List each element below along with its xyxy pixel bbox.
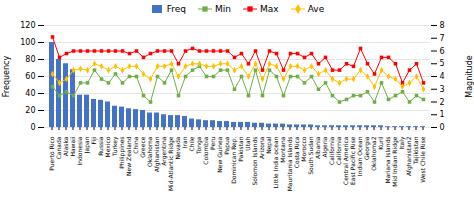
svg-text:0: 0 <box>30 123 35 132</box>
svg-text:Turkey: Turkey <box>110 136 118 156</box>
svg-text:East Pacific Rise: East Pacific Rise <box>349 136 356 185</box>
svg-text:Philippines: Philippines <box>117 136 125 169</box>
svg-text:20: 20 <box>25 106 35 115</box>
svg-text:Tonga: Tonga <box>194 136 202 155</box>
svg-text:4: 4 <box>440 72 445 81</box>
svg-text:60: 60 <box>25 72 35 81</box>
svg-text:Afghanistan2: Afghanistan2 <box>404 136 412 176</box>
svg-text:2: 2 <box>440 98 445 107</box>
svg-text:Japan: Japan <box>82 136 90 154</box>
svg-text:Mexico: Mexico <box>104 136 111 157</box>
svg-text:40: 40 <box>25 89 35 98</box>
svg-text:Papua: Papua <box>222 136 230 155</box>
svg-text:Puerto Rico: Puerto Rico <box>48 136 55 171</box>
svg-text:5: 5 <box>440 59 445 68</box>
svg-text:Mid Indian Ridge: Mid Indian Ridge <box>390 136 398 187</box>
svg-text:Indonesia: Indonesia <box>76 136 83 165</box>
svg-text:Tajikistan: Tajikistan <box>411 136 419 165</box>
svg-text:Chile: Chile <box>188 136 195 151</box>
svg-text:Mid-Atlantic Ridge: Mid-Atlantic Ridge <box>166 136 174 192</box>
svg-text:Nevada: Nevada <box>174 136 181 159</box>
svg-text:Nepal: Nepal <box>264 136 272 154</box>
svg-text:Iran: Iran <box>181 136 188 148</box>
svg-text:Kuril: Kuril <box>377 136 384 150</box>
svg-text:Montana: Montana <box>279 136 286 162</box>
svg-text:8: 8 <box>440 21 445 30</box>
svg-text:Oklahoma2: Oklahoma2 <box>370 136 377 171</box>
svg-text:Argentina: Argentina <box>159 136 167 166</box>
svg-text:China: China <box>132 136 139 153</box>
svg-text:Algeria: Algeria <box>320 136 328 158</box>
html-text:Ave: Ave <box>307 3 325 14</box>
svg-text:Russia: Russia <box>97 136 104 156</box>
svg-text:120: 120 <box>20 21 35 30</box>
svg-text:Costa Rica: Costa Rica <box>293 136 300 168</box>
svg-text:Hawaii: Hawaii <box>69 136 76 156</box>
html-text:Freq: Freq <box>166 3 187 14</box>
svg-text:Mauritania Islands: Mauritania Islands <box>286 137 293 192</box>
svg-text:Canada: Canada <box>55 136 62 159</box>
svg-text:Greece: Greece <box>139 136 146 158</box>
svg-text:West Chile Rise: West Chile Rise <box>419 136 426 183</box>
html-text:Min: Min <box>215 3 232 14</box>
svg-text:3: 3 <box>440 85 445 94</box>
svg-text:Pakistan: Pakistan <box>237 136 244 161</box>
svg-text:Magnitude: Magnitude <box>465 55 474 97</box>
svg-text:80: 80 <box>25 55 35 64</box>
svg-text:Peru: Peru <box>209 136 216 150</box>
svg-text:Colombia: Colombia <box>202 136 209 165</box>
svg-text:6: 6 <box>440 47 445 56</box>
svg-text:Arizona: Arizona <box>258 136 265 159</box>
svg-text:Solomon Islands: Solomon Islands <box>251 137 258 186</box>
svg-text:Indian Ocean: Indian Ocean <box>356 136 363 176</box>
svg-text:New Guinea: New Guinea <box>216 136 223 173</box>
svg-text:New Zealand: New Zealand <box>125 136 132 176</box>
svg-text:Afghanistan: Afghanistan <box>152 136 160 173</box>
svg-text:California: California <box>335 136 342 165</box>
svg-text:Utah: Utah <box>244 136 251 150</box>
svg-text:Albania: Albania <box>314 136 321 159</box>
html-text:Max: Max <box>260 3 279 14</box>
svg-text:Oklahoma: Oklahoma <box>146 136 153 167</box>
svg-text:Mariana Islands: Mariana Islands <box>384 137 391 184</box>
svg-text:0: 0 <box>440 123 445 132</box>
svg-text:California: California <box>328 136 335 165</box>
svg-text:Dominican Rep.: Dominican Rep. <box>229 136 237 184</box>
svg-text:1: 1 <box>440 110 445 119</box>
svg-text:South Sudan: South Sudan <box>307 136 314 174</box>
svg-text:Alaska: Alaska <box>62 136 69 156</box>
svg-text:Georgia: Georgia <box>362 136 370 160</box>
svg-text:Little India ocean: Little India ocean <box>272 136 279 188</box>
svg-text:Central America: Central America <box>342 136 349 185</box>
svg-text:Morocco: Morocco <box>300 136 307 161</box>
svg-text:7: 7 <box>440 34 445 43</box>
svg-text:Italy: Italy <box>397 136 405 150</box>
svg-text:Frequency: Frequency <box>2 56 11 98</box>
svg-text:100: 100 <box>20 38 35 47</box>
svg-text:Fiji: Fiji <box>89 136 97 145</box>
